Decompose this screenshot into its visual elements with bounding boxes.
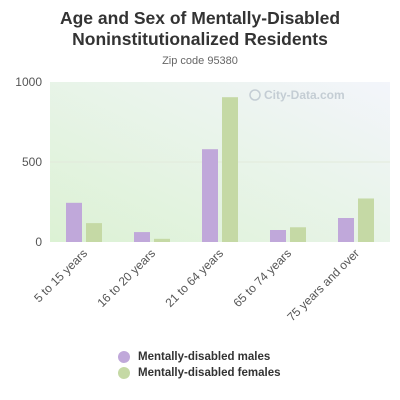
x-tick-label: 75 years and over <box>284 246 362 324</box>
bar-males-3 <box>270 230 286 242</box>
y-tick-label: 0 <box>35 235 42 249</box>
bar-males-0 <box>66 202 82 242</box>
legend-label-females: Mentally-disabled females <box>138 367 281 379</box>
legend-swatch-females <box>118 367 130 379</box>
y-tick-label: 1000 <box>15 75 42 89</box>
bar-females-1 <box>154 238 170 242</box>
bar-females-0 <box>86 223 102 242</box>
bar-males-1 <box>134 232 150 242</box>
legend-label-males: Mentally-disabled males <box>138 351 271 363</box>
x-tick-label: 21 to 64 years <box>162 246 226 310</box>
legend-item-males: Mentally-disabled males <box>118 349 281 365</box>
chart-title: Age and Sex of Mentally-Disabled Noninst… <box>0 8 400 50</box>
watermark-text: City-Data.com <box>264 88 345 102</box>
legend: Mentally-disabled males Mentally-disable… <box>118 349 281 381</box>
watermark-icon <box>249 89 261 101</box>
chart-subtitle: Zip code 95380 <box>162 55 238 67</box>
chart-title-line2: Noninstitutionalized Residents <box>72 29 328 49</box>
x-tick-label: 65 to 74 years <box>230 246 294 310</box>
bar-females-3 <box>290 227 306 242</box>
watermark: City-Data.com <box>249 88 345 102</box>
legend-item-females: Mentally-disabled females <box>118 365 281 381</box>
x-tick-label: 5 to 15 years <box>31 246 90 305</box>
x-tick-label: 16 to 20 years <box>94 246 158 310</box>
bar-males-2 <box>202 149 218 242</box>
legend-swatch-males <box>118 351 130 363</box>
y-tick-label: 500 <box>22 155 42 169</box>
bar-females-2 <box>222 97 238 242</box>
chart-title-line1: Age and Sex of Mentally-Disabled <box>59 8 341 28</box>
bar-females-4 <box>358 198 374 242</box>
bar-males-4 <box>338 218 354 242</box>
